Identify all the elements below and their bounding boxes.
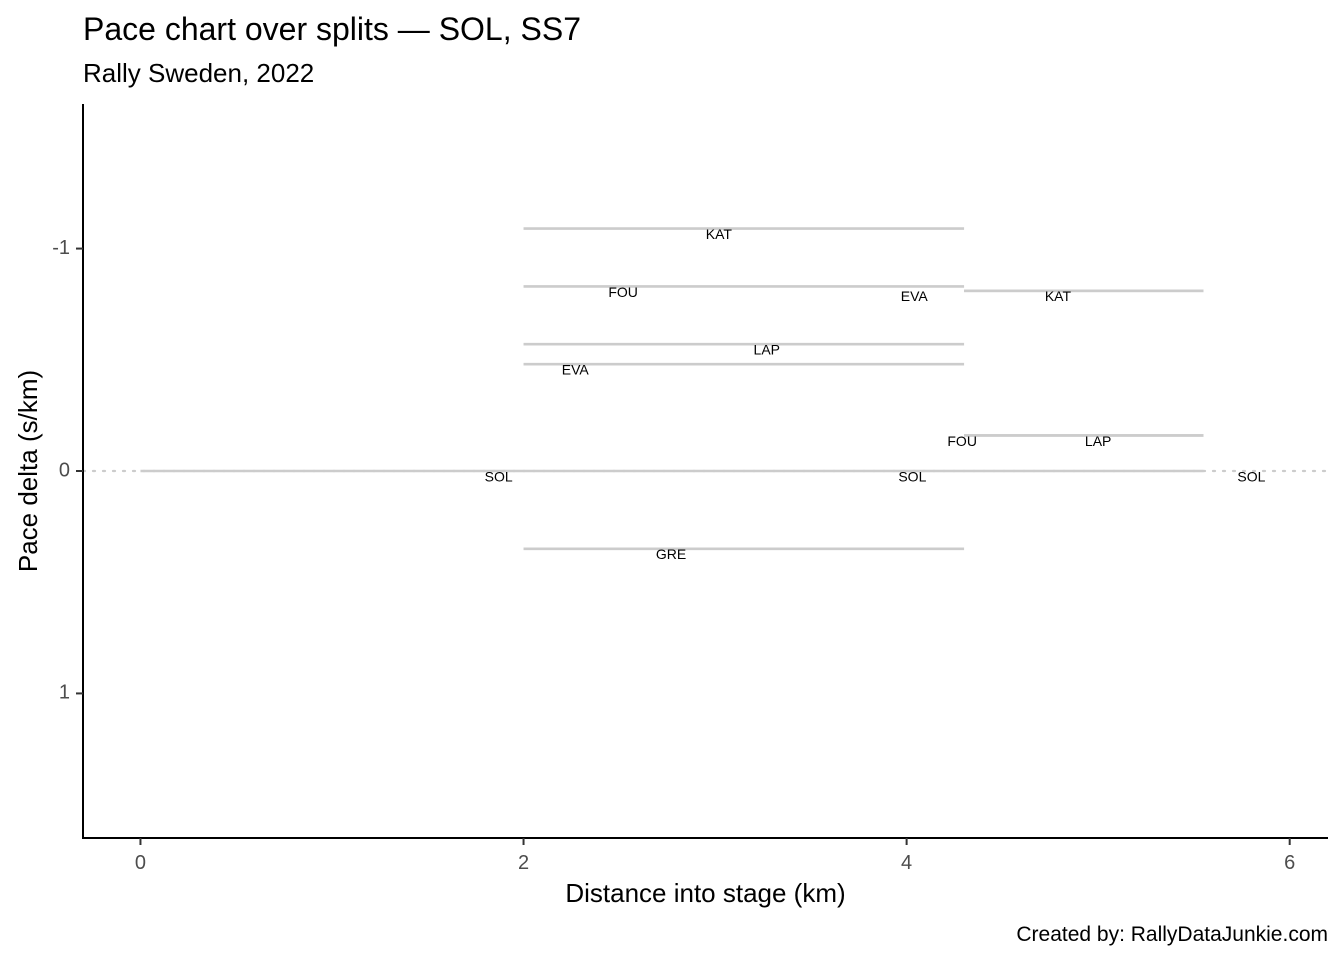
chart-title: Pace chart over splits — SOL, SS7 bbox=[83, 11, 581, 47]
x-tick-label: 6 bbox=[1284, 852, 1295, 874]
driver-label-fou: FOU bbox=[947, 433, 977, 449]
y-tick-label: 1 bbox=[59, 682, 70, 704]
driver-label-lap: LAP bbox=[1085, 433, 1111, 449]
driver-label-lap: LAP bbox=[754, 342, 780, 358]
driver-label-kat: KAT bbox=[706, 226, 733, 242]
y-axis-title: Pace delta (s/km) bbox=[13, 370, 43, 572]
y-axis-ticks: -1 0 1 bbox=[52, 237, 83, 704]
x-tick-label: 0 bbox=[135, 852, 146, 874]
driver-label-kat: KAT bbox=[1045, 288, 1072, 304]
x-tick-label: 2 bbox=[518, 852, 529, 874]
chart-subtitle: Rally Sweden, 2022 bbox=[83, 58, 314, 88]
driver-label-sol: SOL bbox=[1237, 468, 1265, 484]
driver-label-fou: FOU bbox=[608, 284, 638, 300]
plot-panel: SOL KAT FOU LAP EVA GRE EVA SOL KAT FOU LAP SOL bbox=[81, 226, 1330, 562]
chart-caption: Created by: RallyDataJunkie.com bbox=[1016, 923, 1328, 946]
driver-label-gre: GRE bbox=[656, 546, 686, 562]
x-tick-label: 4 bbox=[901, 852, 912, 874]
x-axis-ticks: 0 2 4 6 bbox=[135, 838, 1295, 874]
driver-label-eva: EVA bbox=[562, 362, 590, 378]
x-axis-title: Distance into stage (km) bbox=[565, 878, 845, 908]
y-tick-label: -1 bbox=[52, 237, 70, 259]
driver-label-sol: SOL bbox=[485, 468, 513, 484]
driver-label-eva: EVA bbox=[901, 288, 929, 304]
driver-label-sol: SOL bbox=[898, 468, 926, 484]
y-tick-label: 0 bbox=[59, 459, 70, 481]
